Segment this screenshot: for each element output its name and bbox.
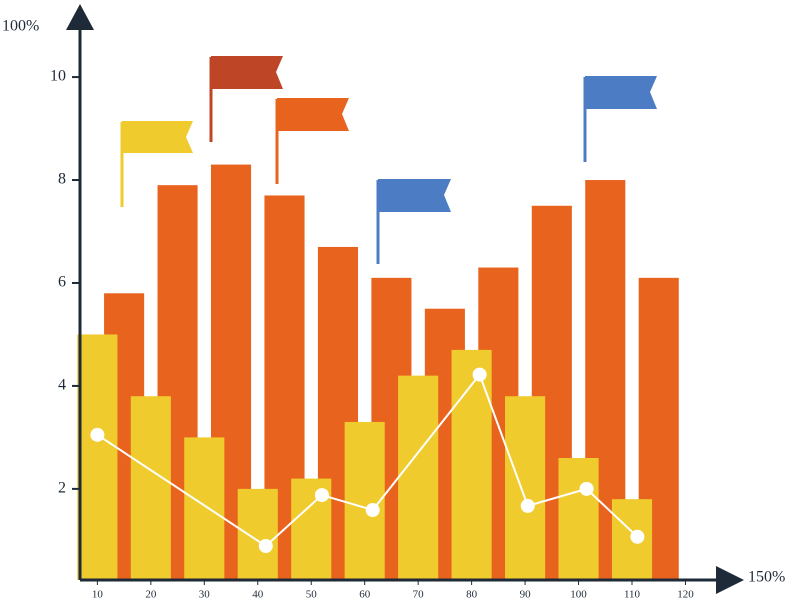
bar: [130, 396, 171, 580]
bar: [184, 437, 225, 580]
flag: [122, 121, 193, 153]
flag: [277, 98, 349, 131]
x-tick-label: 60: [359, 589, 371, 601]
y-axis-label: 100%: [2, 18, 39, 35]
bar: [505, 396, 546, 580]
y-tick-label: 4: [58, 377, 66, 394]
bar: [344, 421, 385, 580]
bar: [558, 457, 599, 580]
line: [96, 372, 639, 548]
point: [579, 481, 594, 496]
x-axis-arrow: [716, 566, 744, 594]
x-axis-label: 150%: [748, 569, 785, 586]
x-tick-label: 50: [306, 589, 318, 601]
x-tick-label: 100: [570, 589, 587, 601]
x-tick-label: 120: [677, 589, 694, 601]
y-tick-label: 6: [58, 274, 66, 291]
y-tick-label: 2: [58, 480, 66, 497]
y-axis-arrow: [66, 4, 94, 30]
x-tick-label: 20: [145, 589, 157, 601]
x-tick-label: 10: [92, 589, 104, 601]
flags: [120, 56, 657, 264]
point: [472, 367, 487, 382]
bar: [237, 488, 278, 580]
x-tick-label: 30: [199, 589, 211, 601]
x-tick-label: 70: [413, 589, 425, 601]
point: [630, 529, 645, 544]
point: [258, 539, 273, 554]
bar: [77, 334, 118, 580]
flag: [378, 179, 451, 212]
x-tick-label: 40: [252, 589, 264, 601]
point: [365, 502, 380, 517]
x-tick-label: 80: [466, 589, 478, 601]
point: [90, 427, 105, 442]
point: [520, 498, 535, 513]
x-tick-label: 90: [520, 589, 532, 601]
flag: [585, 76, 657, 109]
x-tick-label: 110: [624, 589, 641, 601]
bar: [398, 375, 439, 580]
y-tick-label: 8: [58, 171, 66, 188]
point: [314, 488, 329, 503]
y-tick-label: 10: [50, 68, 66, 85]
flag: [211, 56, 283, 89]
